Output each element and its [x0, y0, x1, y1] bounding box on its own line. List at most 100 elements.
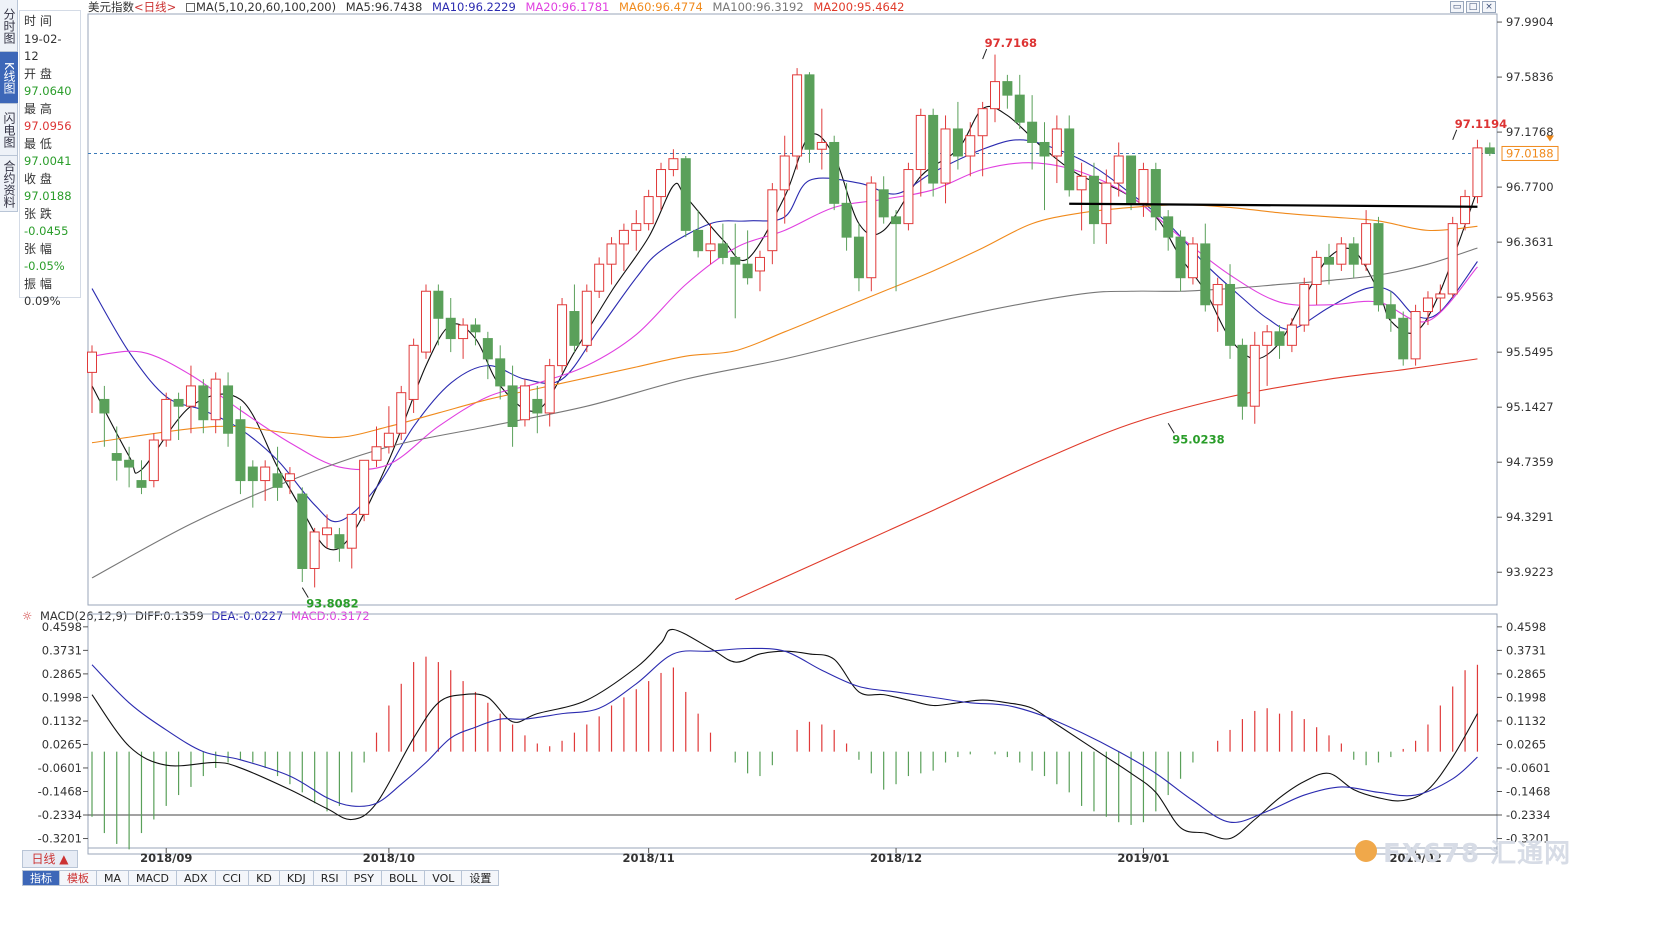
tab-kd[interactable]: KD — [249, 870, 280, 886]
candle-body — [247, 466, 258, 482]
macd-left-tick-label: -0.2334 — [38, 808, 82, 822]
macd-left-tick-label: 0.1998 — [42, 690, 82, 704]
date-tick-label: 2018/11 — [623, 851, 675, 865]
tab-kdj[interactable]: KDJ — [279, 870, 314, 886]
candle-body — [507, 385, 518, 427]
macd-tick-label: 0.2865 — [1506, 667, 1546, 681]
tab-vol[interactable]: VOL — [425, 870, 463, 886]
resistance-trendline — [1069, 202, 1478, 208]
price-tick-label: 96.3631 — [1506, 235, 1554, 249]
candle-body — [1076, 175, 1087, 191]
candle-body — [1163, 216, 1174, 238]
info-label-open: 开 盘 — [24, 66, 52, 81]
logo-text: FX678 汇通网 — [1383, 838, 1572, 869]
macd-tick-label: -0.1468 — [1506, 784, 1550, 798]
tab-psy[interactable]: PSY — [346, 870, 382, 886]
annotation-label: 97.7168 — [985, 36, 1037, 50]
fx678-logo: FX678 汇通网 — [1355, 834, 1572, 869]
candle-body — [383, 432, 394, 448]
candle-body — [1212, 283, 1223, 306]
tab-macd[interactable]: MACD — [129, 870, 177, 886]
candle-body — [594, 263, 605, 292]
candle-body — [210, 378, 221, 421]
price-and-macd-chart[interactable]: 97.9904 97.5836 97.1768 96.7700 96.3631 95.95… — [0, 0, 1665, 870]
annotation-pointer — [1452, 129, 1458, 141]
candle-body — [309, 531, 320, 569]
candle-body — [445, 317, 456, 340]
candle-body — [495, 358, 506, 387]
candle-body — [643, 196, 654, 225]
info-value-close: 97.0188 — [24, 189, 72, 203]
tab-boll[interactable]: BOLL — [381, 870, 426, 886]
tab-templates[interactable]: 模板 — [60, 870, 97, 886]
macd-tick-label: 0.1998 — [1506, 690, 1546, 704]
tab-ma[interactable]: MA — [97, 870, 130, 886]
macd-tick-label: 0.1132 — [1506, 714, 1546, 728]
candle-body — [730, 256, 741, 265]
candle-body — [297, 493, 308, 569]
tab-cci[interactable]: CCI — [215, 870, 250, 886]
candle-body — [866, 182, 877, 279]
view-side-tabs: 分时图 K线图 闪电图 合约资料 — [0, 0, 18, 212]
candle-body — [532, 398, 543, 414]
macd-diff-value: DIFF:0.1359 — [134, 609, 204, 623]
maximize-window-icon[interactable]: □ — [1466, 1, 1480, 13]
tab-contract-info[interactable]: 合约资料 — [0, 156, 18, 212]
candle-body — [1410, 311, 1421, 360]
candle-body — [1286, 324, 1297, 346]
candle-body — [853, 236, 864, 279]
info-label-time: 时 间 — [24, 14, 52, 28]
close-window-icon[interactable]: × — [1482, 1, 1496, 13]
tab-indicators[interactable]: 指标 — [22, 870, 60, 886]
annotation-pointer — [301, 587, 309, 598]
macd-dea-value: DEA:-0.0227 — [211, 609, 284, 623]
candle-body — [470, 324, 481, 333]
tab-rsi[interactable]: RSI — [313, 870, 347, 886]
candle-body — [1014, 94, 1025, 123]
candle-body — [804, 74, 815, 150]
candle-body — [1472, 147, 1483, 198]
candle-body — [458, 324, 469, 340]
info-label-close: 收 盘 — [24, 171, 52, 186]
price-tick-label: 93.9223 — [1506, 565, 1554, 579]
price-tick-label: 97.5836 — [1506, 70, 1554, 84]
tab-flash-chart[interactable]: 闪电图 — [0, 104, 18, 156]
chart-settings-icon[interactable] — [185, 3, 195, 12]
price-tick-label: 96.7700 — [1506, 180, 1554, 194]
price-tick-label: 94.7359 — [1506, 455, 1554, 469]
price-tick-label: 97.9904 — [1506, 15, 1554, 29]
macd-legend-bar: ☼ MACD(26,12,9) DIFF:0.1359 DEA:-0.0227 … — [22, 609, 374, 625]
macd-tick-label: -0.3201 — [1506, 832, 1550, 846]
candle-body — [1175, 236, 1186, 279]
candle-body — [408, 344, 419, 400]
candle-body — [420, 290, 431, 353]
candle-body — [1088, 175, 1099, 225]
macd-macd-value: MACD:0.3172 — [291, 609, 370, 623]
macd-tick-label: 0.0265 — [1506, 737, 1546, 751]
macd-tick-label: -0.2334 — [1506, 808, 1550, 822]
candle-body — [1039, 141, 1050, 157]
candle-body — [198, 385, 209, 421]
candle-body — [1249, 344, 1260, 407]
period-selector-button[interactable]: 日线 ▲ — [22, 850, 78, 868]
candle-body — [371, 446, 382, 461]
candle-body — [841, 202, 852, 238]
tab-time-sharing[interactable]: 分时图 — [0, 0, 18, 52]
candle-body — [322, 527, 333, 536]
tab-settings[interactable]: 设置 — [462, 870, 500, 886]
candle-body — [792, 74, 803, 157]
period-label: <日线> — [134, 0, 177, 14]
candle-body — [1385, 304, 1396, 319]
candle-body — [482, 338, 493, 360]
candle-body — [87, 351, 97, 373]
candle-body — [1460, 196, 1471, 225]
restore-window-icon[interactable]: ▭ — [1450, 1, 1464, 13]
indicator-gear-icon[interactable]: ☼ — [22, 609, 33, 623]
ma-line-ma200 — [735, 358, 1478, 601]
tab-adx[interactable]: ADX — [177, 870, 216, 886]
price-tick-label: 94.3291 — [1506, 510, 1554, 524]
tab-candlestick[interactable]: K线图 — [0, 52, 18, 104]
candle-body — [1422, 297, 1433, 313]
last-price-label: 97.0188 — [1506, 146, 1554, 160]
last-price-box — [1501, 145, 1559, 161]
